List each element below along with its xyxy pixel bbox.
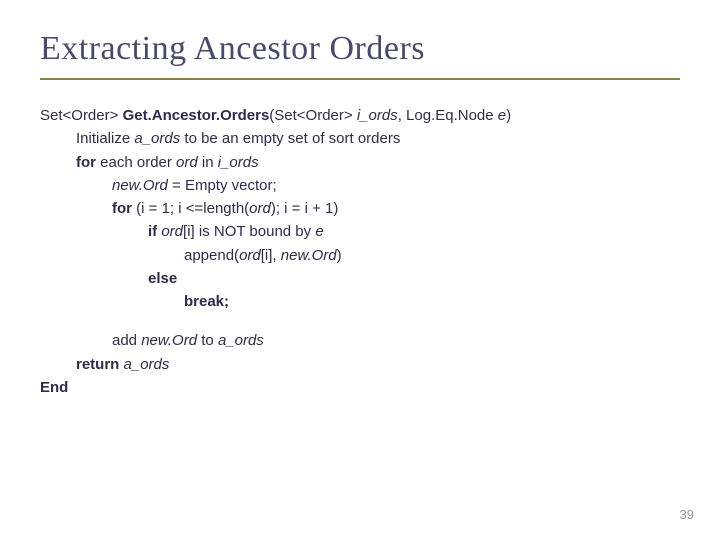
- var-e: e: [315, 223, 323, 240]
- for-body-a: (i = 1; i <=length(: [132, 200, 249, 217]
- page-number: 39: [680, 507, 694, 522]
- append-b: [i],: [261, 247, 281, 264]
- kw-else: else: [148, 270, 177, 287]
- kw-for-1: for: [76, 154, 96, 171]
- kw-break: break;: [184, 293, 229, 310]
- pseudocode-block: Set<Order> Get.Ancestor.Orders(Set<Order…: [40, 104, 680, 399]
- kw-for-2: for: [112, 200, 132, 217]
- code-line-neword: new.Ord = Empty vector;: [40, 174, 680, 197]
- code-line-init: Initialize a_ords to be an empty set of …: [40, 127, 680, 150]
- for-each-word: each order: [96, 154, 176, 171]
- code-line-end: End: [40, 376, 680, 399]
- append-c: ): [337, 247, 342, 264]
- var-neword-2: new.Ord: [281, 247, 337, 264]
- code-line-add: add new.Ord to a_ords: [40, 329, 680, 352]
- var-aords-3: a_ords: [124, 356, 170, 373]
- if-cond: [i] is NOT bound by: [183, 223, 315, 240]
- close-paren: ): [506, 107, 511, 124]
- in-word: in: [198, 154, 218, 171]
- sep-1: , Log.Eq.Node: [398, 107, 498, 124]
- code-line-else: else: [40, 267, 680, 290]
- var-ord-3: ord: [161, 223, 183, 240]
- blank-line: [40, 313, 680, 329]
- decl-type: Set<Order>: [40, 107, 118, 124]
- open-paren: (Set<Order>: [269, 107, 357, 124]
- code-line-break: break;: [40, 290, 680, 313]
- var-aords-2: a_ords: [218, 332, 264, 349]
- code-line-if: if ord[i] is NOT bound by e: [40, 220, 680, 243]
- var-neword-3: new.Ord: [141, 332, 197, 349]
- add-word: add: [112, 332, 141, 349]
- code-line-for-outer: for each order ord in i_ords: [40, 151, 680, 174]
- init-word: Initialize: [76, 130, 134, 147]
- var-ord: ord: [176, 154, 198, 171]
- code-line-append: append(ord[i], new.Ord): [40, 244, 680, 267]
- var-ord-2: ord: [249, 200, 271, 217]
- slide-title: Extracting Ancestor Orders: [40, 30, 680, 80]
- code-line-for-inner: for (i = 1; i <=length(ord); i = i + 1): [40, 197, 680, 220]
- eq-empty: = Empty vector;: [168, 177, 277, 194]
- append-a: append(: [184, 247, 239, 264]
- var-iords: i_ords: [218, 154, 259, 171]
- param-iords: i_ords: [357, 107, 398, 124]
- kw-if: if: [148, 223, 157, 240]
- param-e: e: [498, 107, 506, 124]
- for-body-b: ); i = i + 1): [271, 200, 339, 217]
- kw-return: return: [76, 356, 119, 373]
- var-ord-4: ord: [239, 247, 261, 264]
- kw-end: End: [40, 379, 68, 396]
- to-word: to: [197, 332, 218, 349]
- init-rest: to be an empty set of sort orders: [180, 130, 400, 147]
- slide-container: Extracting Ancestor Orders Set<Order> Ge…: [0, 0, 720, 540]
- code-line-return: return a_ords: [40, 353, 680, 376]
- code-line-signature: Set<Order> Get.Ancestor.Orders(Set<Order…: [40, 104, 680, 127]
- func-name: Get.Ancestor.Orders: [123, 107, 270, 124]
- var-aords: a_ords: [134, 130, 180, 147]
- var-neword: new.Ord: [112, 177, 168, 194]
